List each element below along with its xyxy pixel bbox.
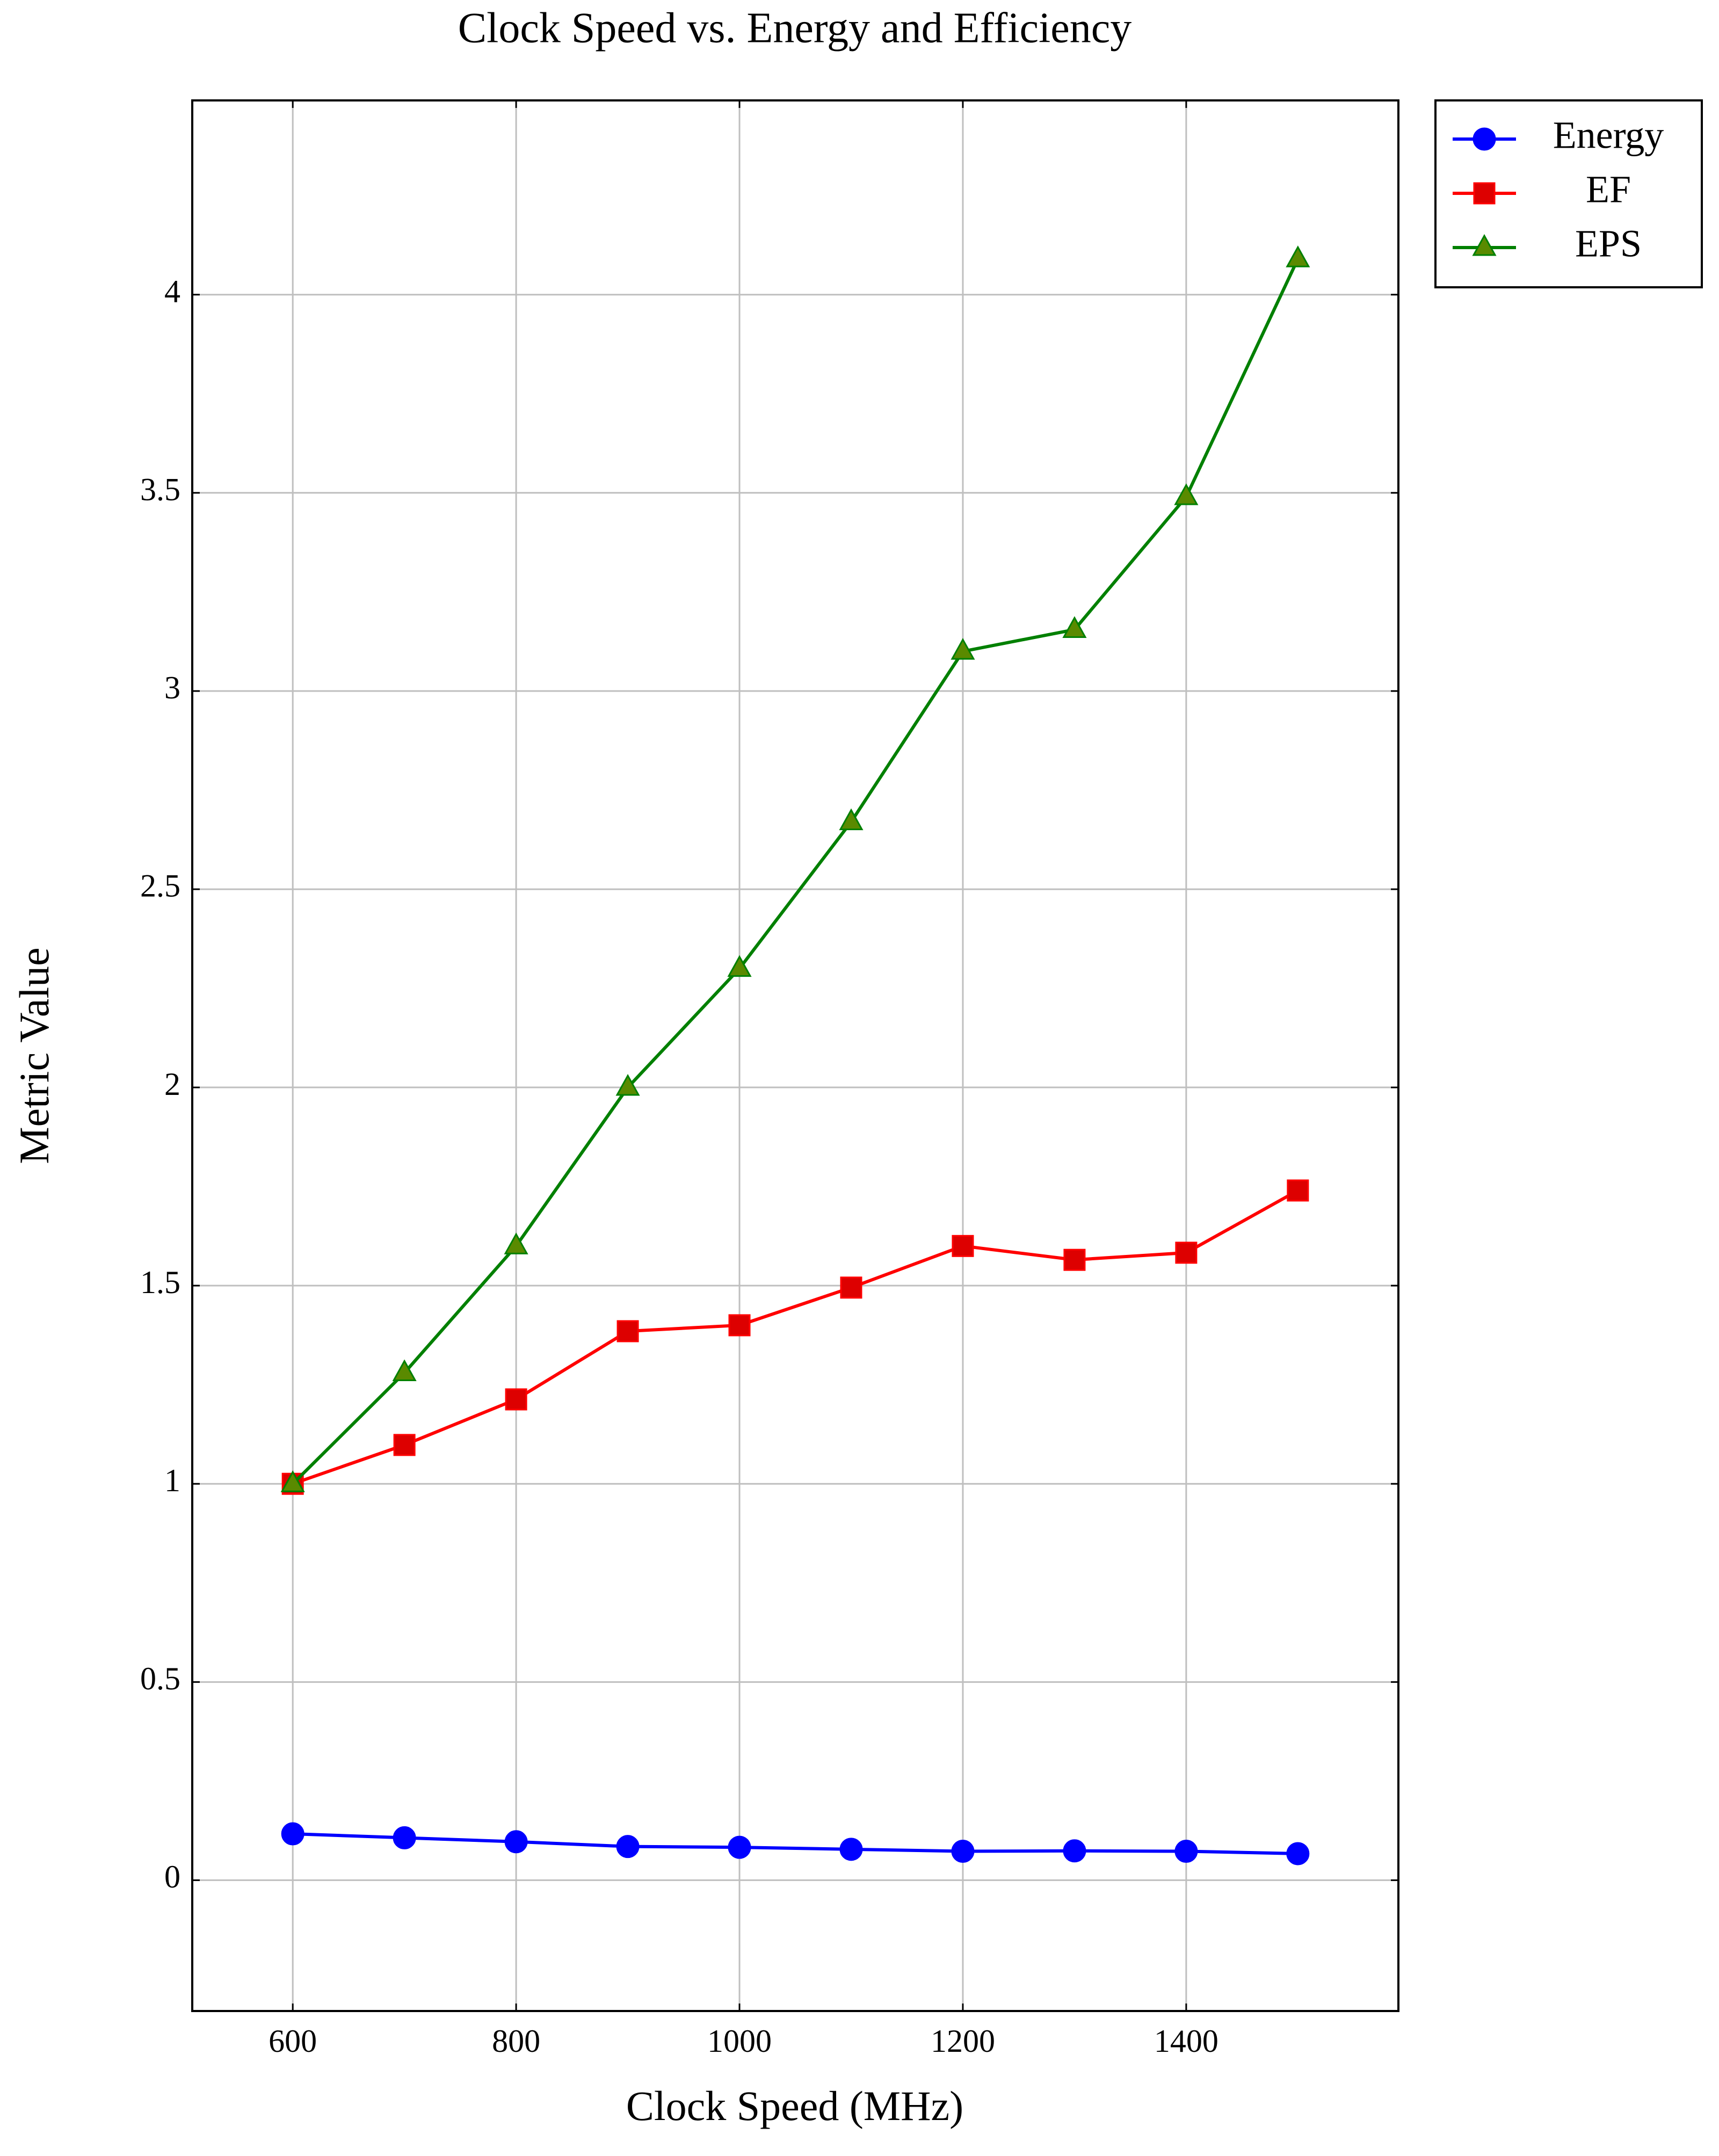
marker <box>616 1835 640 1859</box>
marker <box>727 955 752 977</box>
series-line <box>293 1832 1298 1855</box>
marker <box>952 1235 974 1257</box>
marker <box>1175 1242 1198 1264</box>
marker <box>728 1835 751 1859</box>
legend-marker <box>1473 182 1496 205</box>
marker <box>615 1073 640 1096</box>
marker <box>1062 616 1087 638</box>
marker <box>1287 1179 1309 1202</box>
legend-marker <box>1472 234 1497 256</box>
legend-label: Energy <box>1553 114 1664 157</box>
x-tick-label: 1400 <box>1154 2023 1218 2059</box>
y-tick-label: 2.5 <box>140 868 180 904</box>
series-line <box>292 258 1300 1485</box>
marker <box>393 1826 416 1849</box>
y-axis-label: Metric Value <box>11 947 57 1164</box>
y-tick-label: 3.5 <box>140 472 180 507</box>
x-tick-label: 1000 <box>707 2023 772 2059</box>
series-line <box>292 1189 1299 1486</box>
marker <box>951 637 975 660</box>
marker <box>1286 245 1310 267</box>
marker <box>839 808 864 830</box>
plot-frame <box>191 99 1399 2012</box>
marker <box>840 1276 862 1299</box>
marker <box>951 1840 975 1863</box>
marker <box>839 1838 863 1861</box>
x-axis-label: Clock Speed (MHz) <box>626 2082 963 2129</box>
marker <box>1063 1248 1086 1271</box>
legend-marker <box>1473 127 1496 151</box>
y-tick-label: 1 <box>164 1463 180 1498</box>
x-tick-label: 800 <box>492 2023 540 2059</box>
y-tick-label: 3 <box>164 670 180 706</box>
marker <box>280 1470 305 1492</box>
y-tick-label: 1.5 <box>140 1265 180 1300</box>
y-tick-label: 0.5 <box>140 1661 180 1696</box>
marker <box>393 1434 416 1456</box>
legend-label: EF <box>1586 168 1631 211</box>
marker <box>504 1830 528 1854</box>
y-tick-label: 0 <box>164 1859 180 1894</box>
y-tick-label: 2 <box>164 1066 180 1102</box>
x-tick-label: 1200 <box>931 2023 995 2059</box>
x-tick-label: 600 <box>269 2023 317 2059</box>
marker <box>728 1314 751 1337</box>
marker <box>1286 1842 1310 1865</box>
chart-title: Clock Speed vs. Energy and Efficiency <box>458 4 1132 52</box>
y-tick-label: 4 <box>164 273 180 309</box>
marker <box>616 1320 639 1342</box>
marker <box>1174 1840 1198 1863</box>
marker <box>1174 483 1199 505</box>
marker <box>505 1388 527 1411</box>
marker <box>504 1232 528 1254</box>
marker <box>1063 1839 1086 1863</box>
marker <box>281 1822 304 1846</box>
legend-label: EPS <box>1575 222 1642 265</box>
marker <box>392 1359 417 1382</box>
